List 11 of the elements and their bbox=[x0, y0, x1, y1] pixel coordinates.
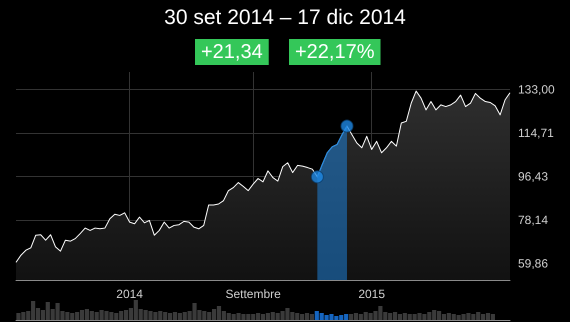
y-tick-label: 78,14 bbox=[518, 213, 548, 228]
y-tick-label: 59,86 bbox=[518, 256, 548, 271]
y-tick-label: 96,43 bbox=[518, 170, 548, 184]
y-tick-label: 114,71 bbox=[518, 126, 554, 140]
text: +21,34 bbox=[201, 41, 263, 63]
x-tick-label: Settembre bbox=[225, 287, 282, 301]
text: +22,17% bbox=[295, 41, 375, 63]
x-tick-label: 2014 bbox=[116, 287, 144, 301]
x-tick-label: 2015 bbox=[358, 287, 386, 301]
chart-title: 30 set 2014 – 17 dic 2014 bbox=[164, 6, 406, 29]
y-tick-label: 133,00 bbox=[518, 82, 556, 96]
